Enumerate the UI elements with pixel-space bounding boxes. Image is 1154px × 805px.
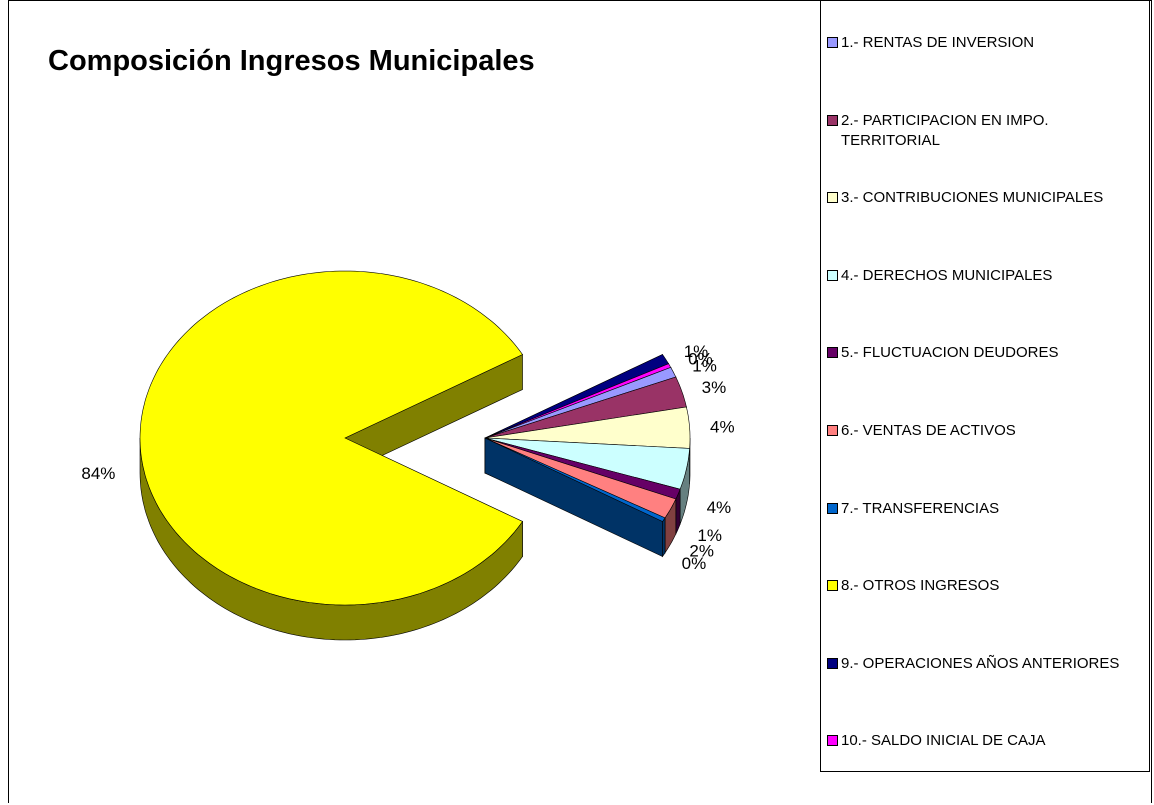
legend-label: 3.- CONTRIBUCIONES MUNICIPALES [841,189,1104,207]
data-label: 0% [682,554,707,573]
legend-swatch [827,269,838,281]
slice [484,437,666,522]
slice [484,406,691,449]
slice [484,437,690,490]
legend-label: 6.- VENTAS DE ACTIVOS [841,422,1016,439]
chart: Composición Ingresos Municipales 84%1%0%… [48,45,735,641]
data-label: 2% [689,542,714,561]
legend-label: 4.- DERECHOS MUNICIPALES [841,266,1053,284]
legend-label: 7.- TRANSFERENCIAS [841,499,1000,517]
legend-swatch [827,114,838,126]
data-label: 1% [697,526,722,545]
legend-label: 1.- RENTAS DE INVERSION [841,34,1035,51]
chart-title: Composición Ingresos Municipales [48,45,535,77]
legend-swatch [827,347,838,359]
legend-label: 8.- OTROS INGRESOS [841,577,1000,595]
data-label: 4% [707,498,732,517]
legend-swatch [827,425,838,436]
slice-side [662,516,666,558]
data-label: 4% [710,418,735,437]
legend-swatch [827,192,838,204]
legend-swatch [827,37,838,48]
chart-frame [8,0,1152,803]
data-label: 84% [81,464,115,483]
legend-swatch [827,502,838,514]
data-label: 3% [702,378,727,397]
legend-swatch [827,735,838,747]
legend: 1.- RENTAS DE INVERSION 2.- PARTICIPACION… [820,0,1150,772]
legend-swatch [827,657,838,669]
slice [484,376,687,439]
legend-label: 9.- OPERACIONES AÑOS ANTERIORES [841,654,1120,672]
legend-label: 10.- SALDO INICIAL DE CAJA [841,732,1046,750]
slice [484,437,677,519]
data-label: 0% [688,349,713,368]
data-label: 1% [684,342,709,361]
data-label: 1% [692,357,717,376]
legend-swatch [827,580,838,592]
legend-label: 5.- FLUCTUACION DEUDORES [841,344,1059,362]
legend-label: 2.- PARTICIPACION EN IMPO. TERRITORIAL [841,111,1049,149]
slice [139,270,523,606]
